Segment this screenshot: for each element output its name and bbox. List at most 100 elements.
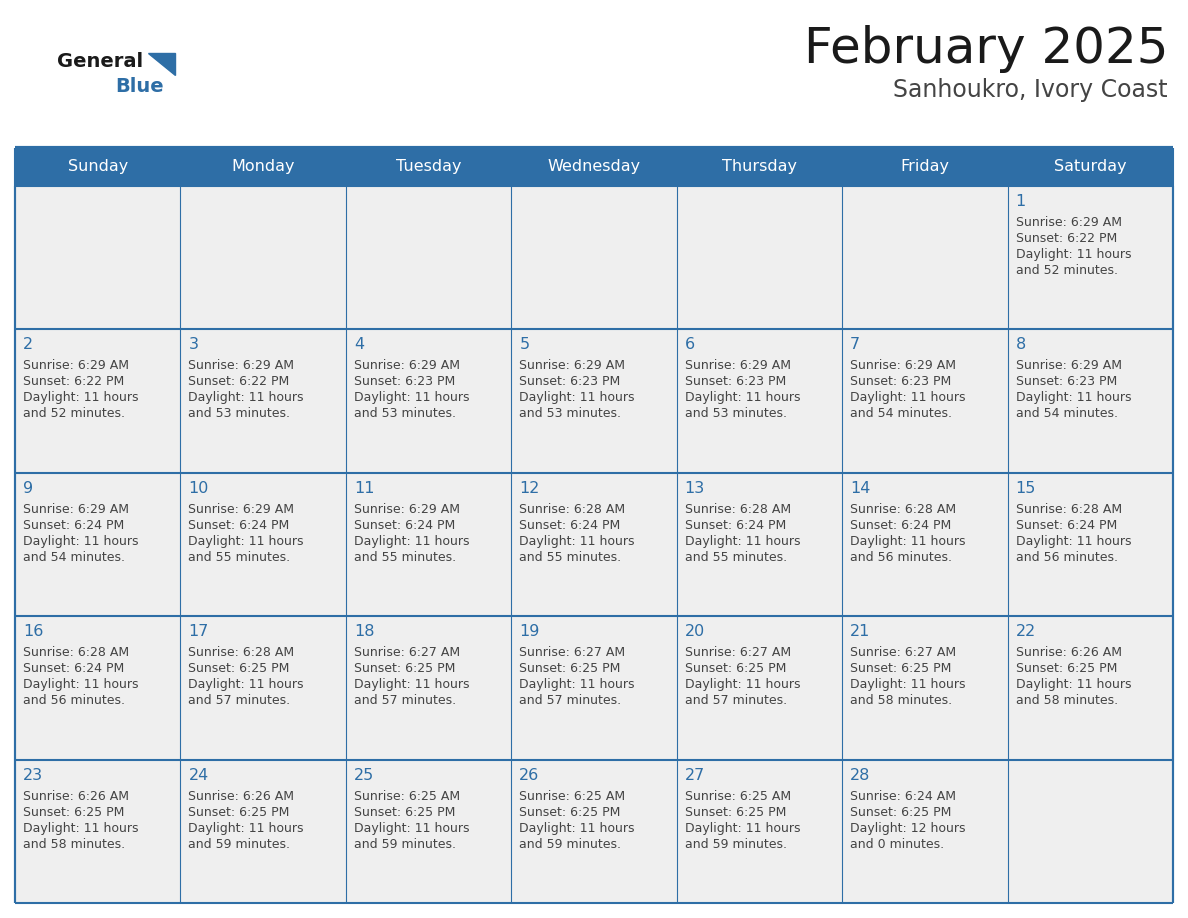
Text: 11: 11 [354, 481, 374, 496]
Bar [15, 616, 181, 759]
Text: Sunrise: 6:28 AM: Sunrise: 6:28 AM [851, 503, 956, 516]
Text: 2: 2 [23, 338, 33, 353]
Text: Sunrise: 6:27 AM: Sunrise: 6:27 AM [354, 646, 460, 659]
Bar [181, 616, 346, 759]
Text: and 53 minutes.: and 53 minutes. [519, 408, 621, 420]
Text: Daylight: 11 hours: Daylight: 11 hours [354, 391, 469, 405]
Text: Daylight: 11 hours: Daylight: 11 hours [519, 535, 634, 548]
Text: 8: 8 [1016, 338, 1025, 353]
Text: 23: 23 [23, 767, 43, 783]
Bar [346, 473, 511, 616]
Text: Sunrise: 6:28 AM: Sunrise: 6:28 AM [1016, 503, 1121, 516]
Text: 25: 25 [354, 767, 374, 783]
Text: Daylight: 11 hours: Daylight: 11 hours [1016, 678, 1131, 691]
Bar [15, 330, 181, 473]
Text: Sunrise: 6:28 AM: Sunrise: 6:28 AM [684, 503, 791, 516]
Text: and 52 minutes.: and 52 minutes. [1016, 264, 1118, 277]
Bar [181, 186, 346, 330]
Text: Daylight: 11 hours: Daylight: 11 hours [354, 678, 469, 691]
Text: 22: 22 [1016, 624, 1036, 639]
Text: Sunrise: 6:29 AM: Sunrise: 6:29 AM [23, 503, 129, 516]
Text: 27: 27 [684, 767, 704, 783]
Text: Sanhoukro, Ivory Coast: Sanhoukro, Ivory Coast [893, 78, 1168, 102]
Bar [346, 616, 511, 759]
Text: Sunset: 6:25 PM: Sunset: 6:25 PM [23, 806, 125, 819]
Text: and 57 minutes.: and 57 minutes. [189, 694, 291, 707]
Text: and 56 minutes.: and 56 minutes. [23, 694, 125, 707]
Bar [842, 186, 1007, 330]
Text: Daylight: 11 hours: Daylight: 11 hours [23, 391, 139, 405]
Text: Daylight: 11 hours: Daylight: 11 hours [851, 678, 966, 691]
Text: and 57 minutes.: and 57 minutes. [519, 694, 621, 707]
Text: and 59 minutes.: and 59 minutes. [519, 837, 621, 851]
Text: 16: 16 [23, 624, 44, 639]
Text: Daylight: 11 hours: Daylight: 11 hours [354, 535, 469, 548]
Text: 5: 5 [519, 338, 530, 353]
Bar [1007, 186, 1173, 330]
Text: Sunrise: 6:25 AM: Sunrise: 6:25 AM [684, 789, 791, 802]
Text: Sunrise: 6:29 AM: Sunrise: 6:29 AM [189, 503, 295, 516]
Text: and 54 minutes.: and 54 minutes. [851, 408, 952, 420]
Text: Sunset: 6:24 PM: Sunset: 6:24 PM [519, 519, 620, 532]
Text: Daylight: 11 hours: Daylight: 11 hours [189, 535, 304, 548]
Text: Sunrise: 6:25 AM: Sunrise: 6:25 AM [519, 789, 625, 802]
Text: 12: 12 [519, 481, 539, 496]
Text: and 54 minutes.: and 54 minutes. [1016, 408, 1118, 420]
Polygon shape [148, 53, 175, 75]
Text: Thursday: Thursday [722, 160, 797, 174]
Text: and 55 minutes.: and 55 minutes. [354, 551, 456, 564]
Text: and 58 minutes.: and 58 minutes. [851, 694, 953, 707]
Text: Saturday: Saturday [1054, 160, 1126, 174]
Text: Sunrise: 6:28 AM: Sunrise: 6:28 AM [519, 503, 625, 516]
Text: Sunset: 6:23 PM: Sunset: 6:23 PM [684, 375, 786, 388]
Text: Sunrise: 6:29 AM: Sunrise: 6:29 AM [189, 360, 295, 373]
Bar [1007, 616, 1173, 759]
Text: 13: 13 [684, 481, 704, 496]
Text: Sunset: 6:25 PM: Sunset: 6:25 PM [189, 662, 290, 676]
Text: Sunrise: 6:29 AM: Sunrise: 6:29 AM [851, 360, 956, 373]
Text: Sunrise: 6:29 AM: Sunrise: 6:29 AM [354, 360, 460, 373]
Text: Sunset: 6:24 PM: Sunset: 6:24 PM [354, 519, 455, 532]
Text: Sunset: 6:23 PM: Sunset: 6:23 PM [519, 375, 620, 388]
Text: 7: 7 [851, 338, 860, 353]
Text: Sunrise: 6:26 AM: Sunrise: 6:26 AM [23, 789, 129, 802]
Text: 15: 15 [1016, 481, 1036, 496]
Text: Sunrise: 6:29 AM: Sunrise: 6:29 AM [1016, 360, 1121, 373]
Bar [511, 759, 677, 903]
Text: Sunset: 6:25 PM: Sunset: 6:25 PM [851, 806, 952, 819]
Text: Daylight: 11 hours: Daylight: 11 hours [684, 391, 801, 405]
Text: and 56 minutes.: and 56 minutes. [1016, 551, 1118, 564]
Text: Sunday: Sunday [68, 160, 128, 174]
Bar [511, 330, 677, 473]
Bar [842, 616, 1007, 759]
Text: Tuesday: Tuesday [396, 160, 461, 174]
Text: Sunset: 6:23 PM: Sunset: 6:23 PM [851, 375, 952, 388]
Text: Daylight: 11 hours: Daylight: 11 hours [1016, 248, 1131, 261]
Bar [15, 186, 181, 330]
Text: Sunrise: 6:26 AM: Sunrise: 6:26 AM [1016, 646, 1121, 659]
Text: 24: 24 [189, 767, 209, 783]
Text: Daylight: 11 hours: Daylight: 11 hours [23, 678, 139, 691]
Text: and 59 minutes.: and 59 minutes. [684, 837, 786, 851]
Text: and 57 minutes.: and 57 minutes. [354, 694, 456, 707]
Text: Daylight: 11 hours: Daylight: 11 hours [23, 535, 139, 548]
Bar [677, 330, 842, 473]
Text: Sunrise: 6:29 AM: Sunrise: 6:29 AM [684, 360, 791, 373]
Text: Daylight: 11 hours: Daylight: 11 hours [519, 391, 634, 405]
Text: Sunset: 6:23 PM: Sunset: 6:23 PM [1016, 375, 1117, 388]
Text: Daylight: 11 hours: Daylight: 11 hours [1016, 535, 1131, 548]
Text: and 59 minutes.: and 59 minutes. [189, 837, 290, 851]
Text: Sunrise: 6:29 AM: Sunrise: 6:29 AM [354, 503, 460, 516]
Bar [15, 473, 181, 616]
Bar [842, 473, 1007, 616]
Text: Sunrise: 6:27 AM: Sunrise: 6:27 AM [851, 646, 956, 659]
Text: Daylight: 12 hours: Daylight: 12 hours [851, 822, 966, 834]
Bar [346, 759, 511, 903]
Text: and 53 minutes.: and 53 minutes. [189, 408, 290, 420]
Text: Sunrise: 6:28 AM: Sunrise: 6:28 AM [189, 646, 295, 659]
Text: Daylight: 11 hours: Daylight: 11 hours [354, 822, 469, 834]
Text: 20: 20 [684, 624, 704, 639]
Text: Daylight: 11 hours: Daylight: 11 hours [851, 391, 966, 405]
Text: Sunset: 6:25 PM: Sunset: 6:25 PM [354, 662, 455, 676]
Text: Daylight: 11 hours: Daylight: 11 hours [519, 678, 634, 691]
